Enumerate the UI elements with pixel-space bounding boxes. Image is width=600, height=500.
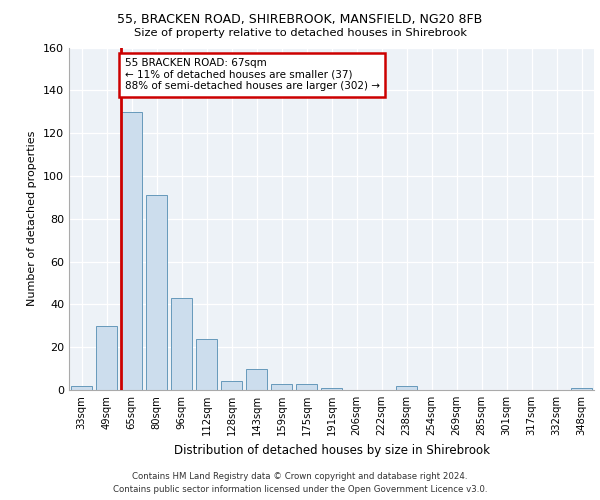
Text: 55, BRACKEN ROAD, SHIREBROOK, MANSFIELD, NG20 8FB: 55, BRACKEN ROAD, SHIREBROOK, MANSFIELD,… (118, 12, 482, 26)
Text: Size of property relative to detached houses in Shirebrook: Size of property relative to detached ho… (133, 28, 467, 38)
Bar (396, 386, 417, 390)
Text: Contains HM Land Registry data © Crown copyright and database right 2024.
Contai: Contains HM Land Registry data © Crown c… (113, 472, 487, 494)
Bar (171, 298, 192, 390)
Bar (221, 382, 242, 390)
Text: 55 BRACKEN ROAD: 67sqm
← 11% of detached houses are smaller (37)
88% of semi-det: 55 BRACKEN ROAD: 67sqm ← 11% of detached… (125, 58, 380, 92)
Bar (146, 195, 167, 390)
Bar (296, 384, 317, 390)
Bar (321, 388, 342, 390)
X-axis label: Distribution of detached houses by size in Shirebrook: Distribution of detached houses by size … (173, 444, 490, 456)
Bar (271, 384, 292, 390)
Bar (196, 338, 217, 390)
Bar (246, 368, 267, 390)
Y-axis label: Number of detached properties: Number of detached properties (28, 131, 37, 306)
Bar (96, 326, 117, 390)
Bar (71, 386, 92, 390)
Bar (121, 112, 142, 390)
Bar (571, 388, 592, 390)
